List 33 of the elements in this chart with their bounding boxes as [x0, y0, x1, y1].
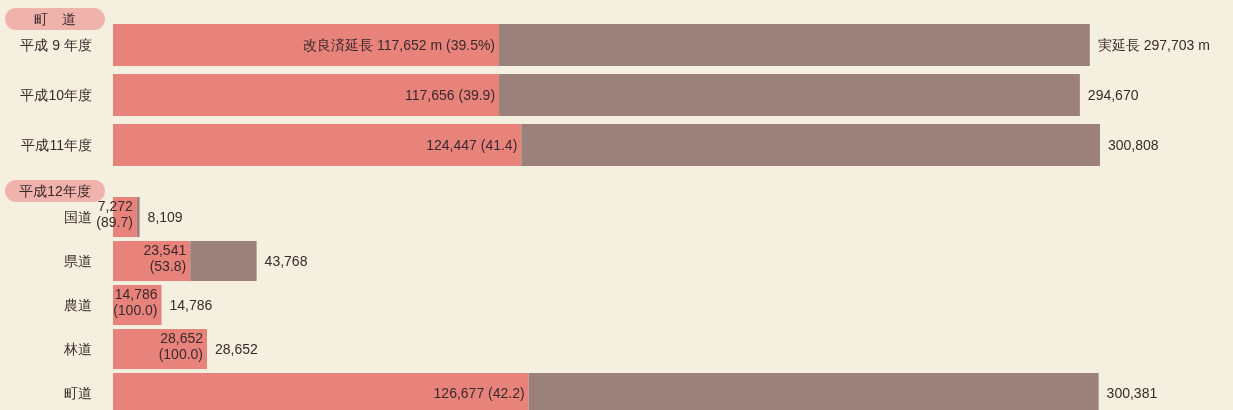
- bar: [113, 24, 500, 66]
- chart-title: 平成12年度: [19, 183, 91, 199]
- y-tick-label: 国道: [64, 209, 92, 225]
- bar: [113, 124, 522, 166]
- bar: [521, 124, 1100, 166]
- y-tick-label: 林道: [63, 341, 92, 357]
- data-label: 改良済延長 117,652 m (39.5%): [303, 37, 496, 53]
- data-label: 14,786 (100.0): [113, 286, 158, 318]
- data-label: 126,677 (42.2): [433, 385, 525, 401]
- data-label: 124,447 (41.4): [426, 137, 518, 153]
- bar: [499, 74, 1080, 116]
- bar: [136, 197, 140, 237]
- y-tick-label: 平成11年度: [21, 137, 92, 153]
- total-label: 実延長 297,703 m: [1097, 37, 1210, 53]
- y-tick-label: 町道: [64, 385, 92, 401]
- bar: [190, 241, 257, 281]
- data-label: 28,652 (100.0): [158, 330, 204, 362]
- y-tick-label: 平成10年度: [20, 87, 92, 103]
- total-label: 14,786: [169, 297, 213, 313]
- total-label: 8,109: [147, 209, 183, 225]
- y-tick-label: 県道: [64, 253, 92, 269]
- total-label: 43,768: [264, 253, 308, 269]
- bar: [113, 74, 500, 116]
- total-label: 294,670: [1087, 87, 1139, 103]
- total-label: 300,381: [1106, 385, 1158, 401]
- data-label: 117,656 (39.9): [405, 87, 496, 103]
- total-label: 300,808: [1108, 137, 1159, 153]
- data-label: 23,541 (53.8): [143, 242, 187, 274]
- total-label: 28,652: [215, 341, 259, 357]
- y-tick-label: 平成 9 年度: [20, 37, 92, 53]
- y-tick-label: 農道: [64, 297, 92, 313]
- chart-title: 町 道: [34, 11, 76, 27]
- bar: [499, 24, 1090, 66]
